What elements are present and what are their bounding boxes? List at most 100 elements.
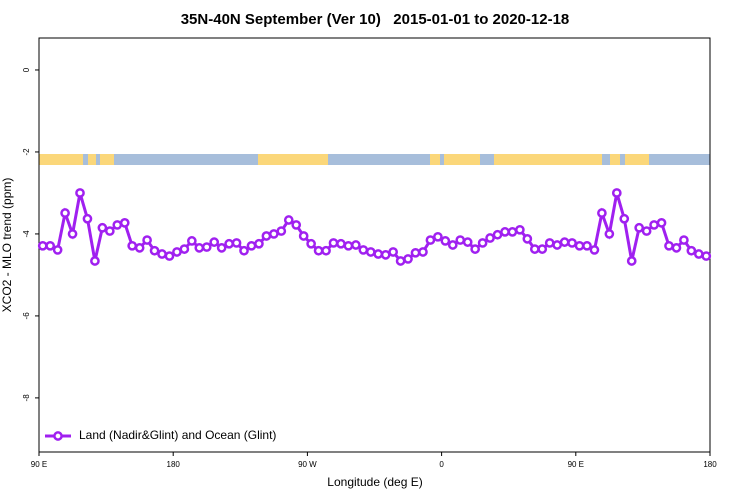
data-point	[477, 238, 488, 248]
data-point	[462, 237, 473, 247]
data-point	[343, 240, 354, 251]
data-point	[149, 245, 160, 256]
y-tick-label: -2	[22, 148, 31, 156]
data-point	[298, 231, 309, 241]
data-point	[104, 226, 115, 236]
data-point	[470, 244, 480, 254]
x-tick-label: 90 W	[298, 460, 317, 469]
land-band	[444, 154, 480, 165]
data-point	[380, 249, 391, 260]
data-point	[90, 256, 100, 266]
data-point	[679, 235, 689, 245]
data-point	[634, 222, 645, 233]
data-point	[693, 249, 704, 259]
data-point	[365, 247, 376, 257]
data-point	[552, 240, 563, 250]
x-tick-label: 180	[167, 460, 181, 469]
data-point	[60, 208, 70, 218]
y-tick-label: -8	[22, 394, 31, 402]
x-tick-label: 90 E	[568, 460, 584, 469]
data-point	[75, 188, 85, 198]
data-point	[172, 247, 182, 257]
data-point	[45, 240, 56, 251]
y-tick-label: 0	[22, 67, 31, 72]
land-band	[100, 154, 114, 165]
land-band	[625, 154, 649, 165]
data-point	[440, 236, 451, 246]
data-point	[559, 237, 570, 247]
data-point	[656, 218, 667, 228]
data-point	[351, 240, 361, 250]
x-tick-label: 0	[439, 460, 444, 469]
data-point	[455, 235, 466, 245]
data-point	[529, 244, 540, 254]
data-point	[567, 238, 577, 248]
data-point	[395, 256, 406, 266]
data-point	[388, 247, 398, 257]
data-point	[52, 245, 63, 255]
land-band	[610, 154, 620, 165]
data-point	[216, 243, 227, 253]
x-tick-label: 90 E	[31, 460, 47, 469]
data-point	[373, 249, 384, 259]
data-point	[239, 245, 249, 256]
data-point	[336, 238, 346, 249]
data-point	[649, 220, 659, 230]
y-tick-label: -6	[22, 312, 31, 320]
land-ocean-strip	[39, 154, 710, 165]
data-point	[224, 238, 234, 249]
data-point	[574, 240, 585, 251]
data-point	[410, 247, 421, 258]
data-point	[604, 229, 615, 239]
data-point	[626, 256, 637, 266]
data-point	[664, 240, 674, 251]
data-point	[418, 247, 428, 257]
data-point	[119, 218, 130, 228]
data-point	[671, 243, 682, 253]
data-point	[321, 245, 331, 256]
data-point	[313, 245, 324, 256]
data-point	[254, 238, 264, 249]
data-point	[209, 237, 220, 247]
y-tick-label: -4	[22, 230, 31, 238]
land-band	[39, 154, 83, 165]
data-point	[269, 229, 279, 239]
data-point	[686, 245, 697, 256]
chart-title: 35N-40N September (Ver 10) 2015-01-01 to…	[181, 11, 570, 28]
legend-label: Land (Nadir&Glint) and Ocean (Glint)	[79, 428, 276, 442]
data-point	[500, 227, 510, 237]
land-band	[88, 154, 96, 165]
data-point	[507, 227, 518, 237]
data-point	[37, 240, 48, 251]
data-point	[701, 251, 712, 261]
data-point	[261, 231, 272, 241]
land-band	[494, 154, 602, 165]
data-point	[522, 234, 533, 244]
data-point	[134, 243, 145, 253]
ocean-band	[39, 154, 710, 165]
data-point	[515, 224, 525, 235]
data-point	[582, 240, 592, 251]
data-point	[283, 215, 294, 225]
data-point	[641, 226, 652, 236]
land-band	[258, 154, 328, 165]
data-point	[157, 249, 167, 259]
data-point	[201, 242, 212, 252]
data-point	[194, 243, 205, 253]
data-point	[403, 254, 413, 264]
data-point	[492, 229, 503, 240]
x-tick-label: 180	[703, 460, 717, 469]
data-point	[619, 213, 630, 224]
data-point	[231, 238, 242, 248]
data-point	[142, 235, 152, 245]
data-point	[425, 235, 436, 245]
data-point	[67, 229, 78, 239]
data-point	[97, 222, 108, 233]
data-point	[291, 220, 302, 230]
x-axis-label: Longitude (deg E)	[327, 475, 422, 489]
data-point	[112, 220, 123, 230]
legend-marker	[53, 431, 63, 441]
data-point	[537, 244, 548, 254]
data-point	[276, 226, 287, 236]
